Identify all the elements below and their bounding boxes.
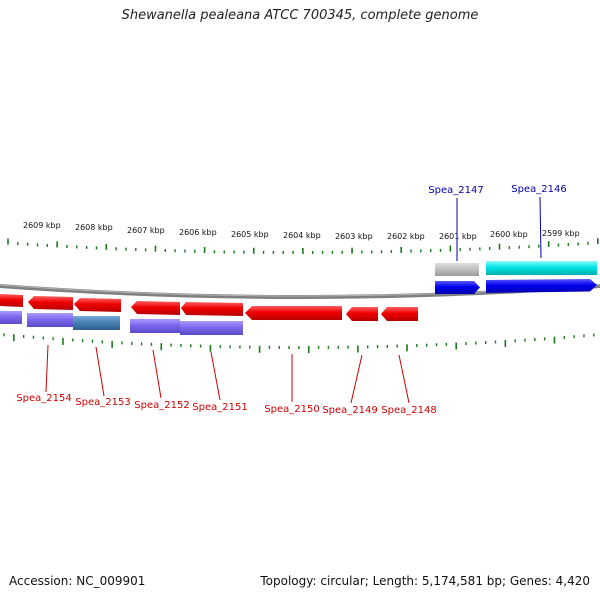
scale-label: 2602 kbp [387,232,425,241]
scale-labels: 2609 kbp 2608 kbp 2607 kbp 2606 kbp 2605 kbp… [23,221,580,241]
gene-label-connector [350,354,363,404]
gene-label[interactable]: Spea_2152 [134,400,189,411]
gene-label[interactable]: Spea_2146 [511,184,566,195]
scale-label: 2601 kbp [439,232,477,241]
gene-label-connector [152,349,162,399]
scale-label: 2600 kbp [490,230,528,239]
gene-arrow-d[interactable] [181,302,243,316]
gene-arrow-spea2147[interactable] [435,281,480,294]
gene-arrow-spea2146[interactable] [486,279,597,293]
feature-cyan-forward [486,261,597,275]
accession-text: Accession: NC_009901 [9,574,146,588]
gene-label[interactable]: Spea_2148 [381,405,436,416]
feature-purple-left-edge [0,311,22,324]
gene-labels: Spea_2147 Spea_2146 Spea_2154 Spea_2153 Spea… [16,184,566,416]
gene-arrow-e[interactable] [245,306,342,320]
scale-label: 2605 kbp [231,230,269,239]
gene-label[interactable]: Spea_2147 [428,185,483,196]
feature-gray-forward [435,263,479,276]
gene-label[interactable]: Spea_2154 [16,393,71,404]
map-title: Shewanella pealeana ATCC 700345, complet… [121,8,479,23]
gene-label[interactable]: Spea_2153 [75,397,130,408]
gene-arrow-left-edge[interactable] [0,294,23,307]
lower-tick-row [3,333,595,353]
gene-label-connector [210,351,221,401]
scale-label: 2603 kbp [335,232,373,241]
gene-label-connector [45,344,49,393]
scale-label: 2607 kbp [127,226,165,235]
feature-purple-a [27,313,73,327]
forward-strand-features [435,261,597,294]
scale-label: 2608 kbp [75,223,113,232]
gene-label[interactable]: Spea_2149 [322,405,377,416]
genome-summary-text: Topology: circular; Length: 5,174,581 bp… [260,574,590,588]
gene-arrow-f[interactable] [346,307,378,321]
gene-arrow-g[interactable] [381,307,418,321]
upper-tick-row [7,238,599,254]
gene-label-connector [539,196,542,259]
reverse-strand-features [0,294,418,335]
feature-steel-b [73,316,120,330]
gene-arrow-b[interactable] [74,298,121,312]
gene-label-connector [95,346,105,397]
gene-arrow-c[interactable] [131,301,180,315]
scale-label: 2606 kbp [179,228,217,237]
gene-label[interactable]: Spea_2150 [264,404,319,415]
gene-arrow-a[interactable] [28,296,73,310]
scale-label: 2599 kbp [542,229,580,238]
gene-label[interactable]: Spea_2151 [192,402,247,413]
scale-label: 2604 kbp [283,231,321,240]
feature-purple-d [180,321,243,335]
scale-label: 2609 kbp [23,221,61,230]
gene-label-connector [398,354,410,404]
feature-purple-c [130,319,180,333]
